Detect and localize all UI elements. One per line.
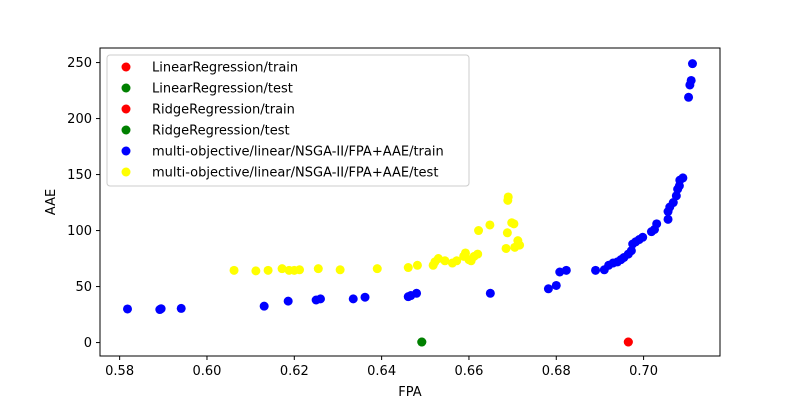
x-axis-ticks: 0.58 0.60 0.62 0.64 0.66 0.68 0.70	[105, 356, 658, 379]
legend-frame	[106, 54, 470, 187]
series-5-point-15	[440, 256, 450, 266]
series-5-point-11	[412, 260, 422, 270]
legend-label-5: multi-objective/linear/NSGA-II/FPA+AAE/t…	[152, 166, 438, 181]
series-4-point-38	[671, 191, 681, 201]
series-5-point-24	[474, 226, 484, 236]
legend-marker-1	[121, 83, 131, 93]
series-4-point-4	[259, 301, 269, 311]
series-5-point-31	[509, 219, 519, 229]
y-tick-label-5: 250	[67, 56, 92, 71]
series-5-point-3	[277, 264, 287, 274]
series-4-point-15	[551, 280, 561, 290]
series-4-point-12	[412, 288, 422, 298]
x-tick-label-2: 0.62	[280, 364, 309, 379]
legend-label-2: RidgeRegression/train	[152, 103, 295, 118]
series-5-point-23	[473, 249, 483, 259]
series-5-point-17	[452, 256, 462, 266]
y-axis-label: AAE	[44, 189, 59, 215]
series-5-point-6	[295, 265, 305, 275]
x-tick-label-3: 0.64	[367, 364, 396, 379]
legend-label-0: LinearRegression/train	[152, 61, 298, 76]
series-4-point-3	[176, 303, 186, 313]
series-4-point-17	[561, 265, 571, 275]
series-4-point-45	[686, 75, 696, 85]
x-tick-label-1: 0.60	[192, 364, 221, 379]
series-4-point-7	[315, 294, 325, 304]
series-4-point-0	[123, 304, 133, 314]
x-tick-label-6: 0.70	[629, 364, 658, 379]
series-4-point-33	[652, 219, 662, 229]
series-5-point-0	[229, 265, 239, 275]
series-4-point-30	[638, 232, 648, 242]
series-4-point-26	[626, 246, 636, 256]
series-4-points	[123, 59, 697, 315]
legend: LinearRegression/train LinearRegression/t…	[106, 54, 470, 187]
series-4-point-42	[678, 173, 688, 183]
series-5-point-9	[372, 264, 382, 274]
points-layer	[123, 59, 697, 347]
legend-label-3: RidgeRegression/test	[152, 124, 290, 139]
legend-label-1: LinearRegression/test	[152, 82, 293, 97]
x-tick-label-4: 0.66	[454, 364, 483, 379]
series-5-point-8	[335, 265, 345, 275]
series-4-point-13	[485, 288, 495, 298]
series-5-point-7	[313, 264, 323, 274]
y-tick-label-3: 150	[67, 168, 92, 183]
x-tick-label-5: 0.68	[542, 364, 571, 379]
series-5-point-27	[502, 228, 512, 238]
y-tick-label-4: 200	[67, 112, 92, 127]
legend-marker-3	[121, 125, 131, 135]
series-5-point-19	[460, 248, 470, 258]
series-5-point-25	[485, 220, 495, 230]
series-4-point-2	[156, 304, 166, 314]
series-2-points	[623, 337, 633, 347]
series-4-point-9	[360, 292, 370, 302]
series-4-point-34	[663, 214, 673, 224]
x-axis-label: FPA	[398, 385, 421, 400]
y-axis-ticks: 0 50 100 150 200 250	[67, 56, 100, 351]
legend-marker-0	[121, 62, 131, 72]
legend-marker-4	[121, 146, 131, 156]
series-4-point-8	[348, 294, 358, 304]
y-tick-label-2: 100	[67, 224, 92, 239]
series-5-point-34	[515, 240, 525, 250]
series-4-point-14	[543, 284, 553, 294]
series-2-point-0	[623, 337, 633, 347]
legend-marker-2	[121, 104, 131, 114]
series-3-point-0	[417, 337, 427, 347]
y-tick-label-0: 0	[84, 336, 92, 351]
series-5-point-29	[503, 192, 513, 202]
x-tick-label-0: 0.58	[105, 364, 134, 379]
legend-label-4: multi-objective/linear/NSGA-II/FPA+AAE/t…	[152, 145, 444, 160]
series-5-point-2	[263, 265, 273, 275]
series-5-point-10	[403, 263, 413, 273]
series-5-points	[229, 192, 525, 276]
series-4-point-37	[668, 198, 678, 208]
series-4-point-18	[591, 265, 601, 275]
series-5-point-1	[251, 266, 261, 276]
series-4-point-43	[684, 92, 694, 102]
plot-frame	[99, 47, 721, 357]
y-tick-label-1: 50	[75, 280, 92, 295]
series-4-point-5	[283, 296, 293, 306]
series-5-point-26	[501, 243, 511, 253]
series-4-point-46	[687, 59, 697, 69]
legend-marker-5	[121, 167, 131, 177]
series-3-points	[417, 337, 427, 347]
